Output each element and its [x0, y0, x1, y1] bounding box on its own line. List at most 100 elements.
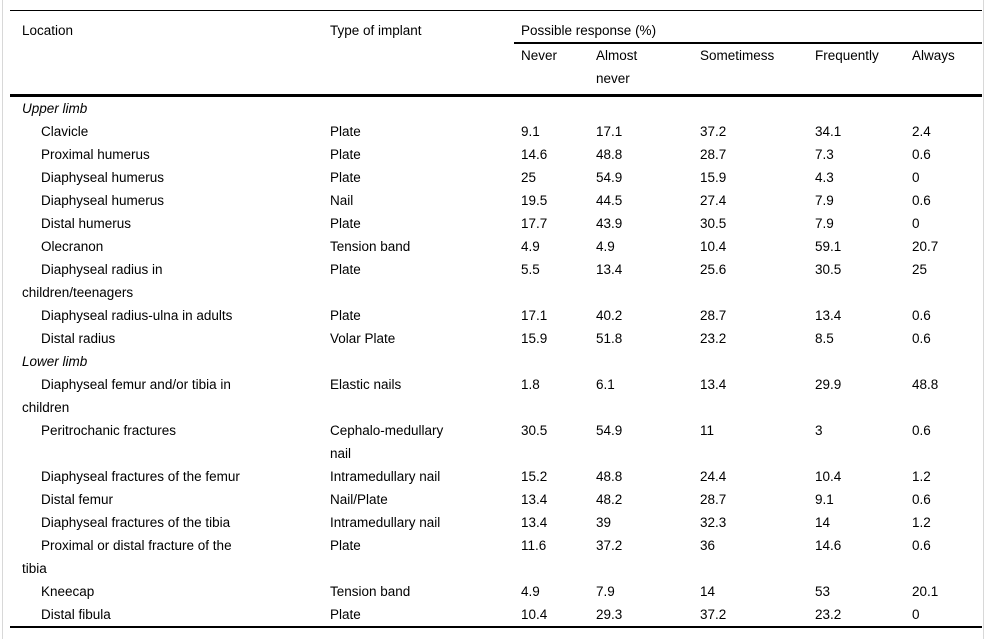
value-cell-almost-never: 37.2: [596, 538, 623, 553]
value-cell-always: 1.2: [912, 515, 931, 530]
value-cell-frequently: 53: [815, 584, 831, 599]
value-cell-sometimess: 37.2: [700, 607, 727, 622]
implant-cell: Plate: [330, 120, 514, 143]
location-text: Distal fibula: [41, 607, 111, 622]
value-cell-frequently: 3: [815, 423, 823, 438]
implant-text: Nail: [330, 193, 354, 208]
implant-cell: Intramedullary nail: [330, 465, 514, 488]
value-cell-frequently: 14: [815, 515, 831, 530]
location-cell: Diaphyseal radius in children/teenagers: [10, 258, 330, 304]
implant-text: Plate: [330, 216, 361, 231]
location-text: Diaphyseal femur and/or tibia in childre…: [22, 377, 231, 415]
implant-cell: Cephalo-medullary nail: [330, 419, 514, 465]
value-cell-almost-never: 4.9: [596, 239, 615, 254]
implant-cell: Plate: [330, 304, 514, 327]
value-cell-almost-never: 39: [596, 515, 612, 530]
value-cell-always: 0.6: [912, 147, 931, 162]
value-cell-almost-never: 13.4: [596, 262, 623, 277]
implant-text: Cephalo-medullary nail: [330, 423, 444, 461]
value-cell-never: 13.4: [521, 492, 548, 507]
value-cell-frequently: 7.9: [815, 216, 834, 231]
location-cell: Diaphyseal fractures of the femur: [10, 465, 330, 488]
value-cell-almost-never: 51.8: [596, 331, 623, 346]
value-cell-never: 15.9: [521, 331, 548, 346]
table-row: Peritrochanic fractures Cephalo-medullary…: [10, 419, 982, 465]
value-cell-never: 30.5: [521, 423, 548, 438]
implant-cell: Volar Plate: [330, 327, 514, 350]
value-cell-always: 20.1: [912, 584, 939, 599]
location-cell: Distal radius: [10, 327, 330, 350]
table-row: Olecranon Tension band 4.9 4.9 10.4 59.1 20.7: [10, 235, 982, 258]
value-cell-frequently: 59.1: [815, 239, 842, 254]
value-cell-almost-never: 7.9: [596, 584, 615, 599]
implant-cell: Nail: [330, 189, 514, 212]
location-cell: Peritrochanic fractures: [10, 419, 330, 465]
implant-text: Plate: [330, 262, 361, 277]
column-header-location: Location: [22, 23, 74, 38]
location-text: Proximal or distal fracture of the tibia: [22, 538, 232, 576]
location-cell: Diaphyseal radius-ulna in adults: [10, 304, 330, 327]
value-cell-always: 2.4: [912, 124, 931, 139]
location-cell: Proximal humerus: [10, 143, 330, 166]
implant-text: Volar Plate: [330, 331, 396, 346]
table-row: Proximal humerus Plate 14.6 48.8 28.7 7.3 0.6: [10, 143, 982, 166]
section-row: Lower limb: [10, 350, 982, 373]
value-cell-frequently: 13.4: [815, 308, 842, 323]
value-cell-sometimess: 32.3: [700, 515, 727, 530]
location-cell: Diaphyseal femur and/or tibia in childre…: [10, 373, 330, 419]
table-row: Distal femur Nail/Plate 13.4 48.2 28.7 9.1 0.6: [10, 488, 982, 511]
value-cell-frequently: 30.5: [815, 262, 842, 277]
section-label: Upper limb: [22, 101, 88, 116]
value-cell-frequently: 8.5: [815, 331, 834, 346]
table-body: Upper limb Clavicle Plate 9.1 17.1 37.2 34.1 2.…: [10, 95, 983, 627]
table-header: Location Type of implant Possible respon…: [10, 10, 983, 96]
column-header-almost-never: Almost never: [596, 48, 638, 86]
value-cell-sometimess: 13.4: [700, 377, 727, 392]
location-cell: Distal femur: [10, 488, 330, 511]
column-header-sometimess: Sometimess: [700, 48, 775, 63]
value-cell-almost-never: 44.5: [596, 193, 623, 208]
value-cell-sometimess: 28.7: [700, 308, 727, 323]
value-cell-sometimess: 14: [700, 584, 716, 599]
value-cell-almost-never: 54.9: [596, 423, 623, 438]
value-cell-never: 19.5: [521, 193, 548, 208]
page-edge-right: [983, 0, 984, 639]
value-cell-sometimess: 37.2: [700, 124, 727, 139]
location-text: Diaphyseal humerus: [41, 170, 165, 185]
section-label: Lower limb: [22, 354, 88, 369]
implant-text: Nail/Plate: [330, 492, 388, 507]
value-cell-sometimess: 28.7: [700, 492, 727, 507]
value-cell-frequently: 29.9: [815, 377, 842, 392]
value-cell-always: 0: [912, 216, 920, 231]
value-cell-sometimess: 15.9: [700, 170, 727, 185]
location-cell: Olecranon: [10, 235, 330, 258]
implant-cell: Plate: [330, 143, 514, 166]
value-cell-never: 25: [521, 170, 537, 185]
implant-cell: Tension band: [330, 580, 514, 603]
value-cell-never: 4.9: [521, 239, 540, 254]
implant-text: Intramedullary nail: [330, 515, 441, 530]
table-row: Diaphyseal fractures of the tibia Intrame…: [10, 511, 982, 534]
value-cell-always: 48.8: [912, 377, 939, 392]
value-cell-frequently: 14.6: [815, 538, 842, 553]
value-cell-frequently: 7.9: [815, 193, 834, 208]
implant-cell: Plate: [330, 534, 514, 580]
value-cell-almost-never: 48.2: [596, 492, 623, 507]
value-cell-almost-never: 29.3: [596, 607, 623, 622]
location-cell: Proximal or distal fracture of the tibia: [10, 534, 330, 580]
table-row: Diaphyseal radius in children/teenagers P…: [10, 258, 982, 304]
implant-cell: Plate: [330, 258, 514, 304]
value-cell-never: 1.8: [521, 377, 540, 392]
location-text: Diaphyseal radius in children/teenagers: [22, 262, 163, 300]
value-cell-always: 0.6: [912, 423, 931, 438]
value-cell-sometimess: 30.5: [700, 216, 727, 231]
value-cell-never: 4.9: [521, 584, 540, 599]
table-row: Diaphyseal radius-ulna in adults Plate 17.…: [10, 304, 982, 327]
value-cell-always: 0: [912, 170, 920, 185]
location-text: Distal radius: [41, 331, 116, 346]
table-row: Diaphyseal humerus Plate 25 54.9 15.9 4.3 0: [10, 166, 982, 189]
implant-response-table: Location Type of implant Possible respon…: [10, 10, 983, 628]
value-cell-almost-never: 6.1: [596, 377, 615, 392]
value-cell-frequently: 4.3: [815, 170, 834, 185]
